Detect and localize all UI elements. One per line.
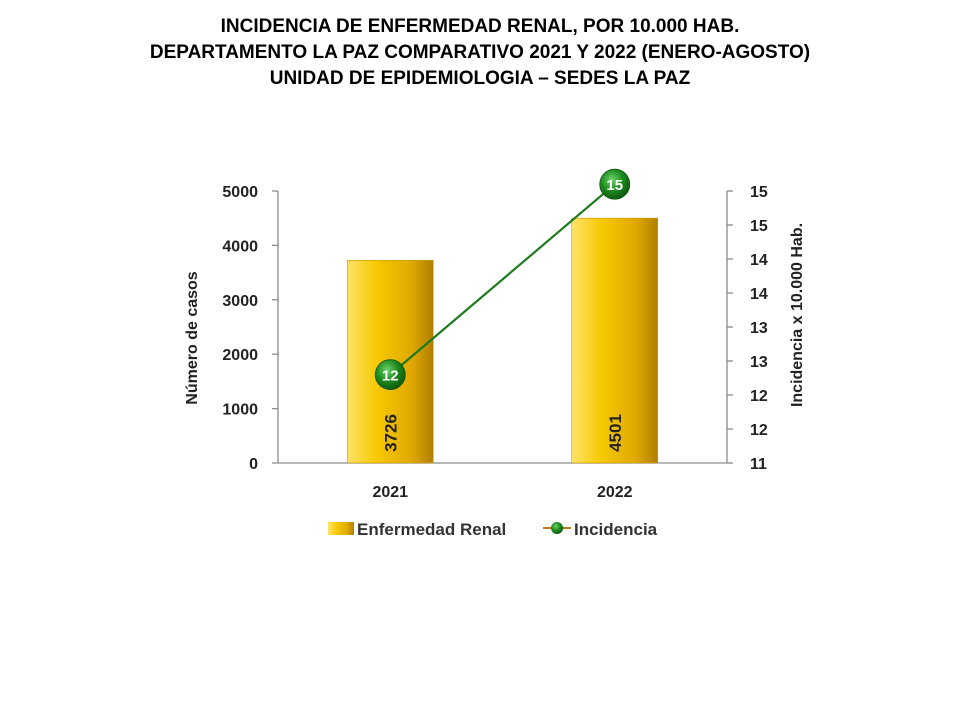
bar [571,217,659,464]
left-tick-label: 1000 [222,402,258,419]
left-tick-label: 5000 [222,184,258,201]
incidence-line [389,183,616,376]
x-tick-label: 2021 [372,484,408,501]
x-tick-label: 2022 [597,484,633,501]
title-line-1: INCIDENCIA DE ENFERMEDAD RENAL, POR 10.0… [220,16,740,37]
title-line-3: UNIDAD DE EPIDEMIOLOGIA – SEDES LA PAZ [269,68,691,89]
left-tick-label: 4000 [222,238,258,255]
bar-value-label: 4501 [606,414,625,452]
legend-swatch-bar [328,522,354,535]
line-point [374,359,406,391]
left-tick-label: 3000 [222,293,258,310]
y-axis-title: Número de casos [184,271,201,404]
right-tick-label: 14 [750,286,768,303]
line-value-label: 12 [382,368,399,385]
right-tick-label: 12 [750,388,768,405]
left-tick-label: 0 [249,456,258,473]
right-tick-label: 15 [750,218,768,235]
right-tick-label: 12 [750,422,768,439]
right-tick-label: 11 [750,456,767,473]
right-tick-label: 15 [750,184,768,201]
chart-title: INCIDENCIA DE ENFERMEDAD RENAL, POR 10.0… [0,14,960,92]
right-tick-label: 13 [750,354,768,371]
legend-label-line: Incidencia [574,520,658,539]
line-point [599,168,631,200]
legend-label-bar: Enfermedad Renal [357,520,506,539]
left-tick-label: 2000 [222,347,258,364]
bar-value-label: 3726 [381,414,400,452]
line-value-label: 15 [606,177,623,194]
title-line-2: DEPARTAMENTO LA PAZ COMPARATIVO 2021 Y 2… [149,42,811,63]
legend-swatch-marker [551,522,563,534]
right-tick-label: 13 [750,320,768,337]
right-tick-label: 14 [750,252,768,269]
y2-axis-title: Incidencia x 10.000 Hab. [789,223,806,407]
